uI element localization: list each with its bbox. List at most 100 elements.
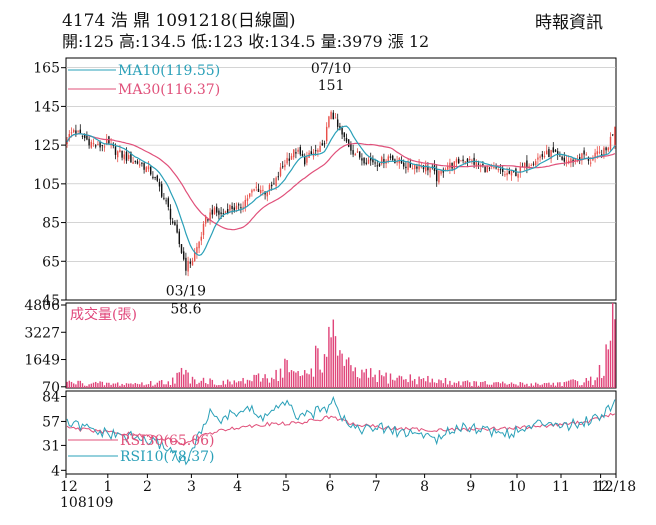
volume-bar [297,371,299,388]
volume-bar [356,377,359,388]
candle-body [292,149,295,158]
candle-body [147,166,150,170]
candle-body [105,138,108,145]
candle-body [284,164,286,168]
volume-bar [310,368,313,388]
candle-body [466,158,469,163]
volume-bar [486,384,489,388]
volume-bar [204,383,207,388]
candle-body [446,166,449,170]
candle-body [72,130,75,133]
candle-body [484,166,486,173]
price-tick-label: 165 [33,61,60,77]
volume-bar [156,382,159,388]
candle-body [191,260,194,266]
volume-bar [614,319,616,388]
volume-bar [176,372,178,388]
volume-bar [576,381,579,388]
volume-bar [319,369,321,388]
candle-body [167,198,170,207]
candle-body [257,188,260,192]
volume-bar [138,384,141,388]
x-tick-label: 3 [187,479,196,495]
volume-bar [506,384,508,388]
chart-title: 4174 浩 鼎 1091218(日線圖) [62,11,296,31]
candle-body [185,257,187,271]
candle-body [279,167,282,176]
candle-body [277,176,280,178]
volume-bar [380,375,383,388]
volume-tick-label: 3227 [24,325,60,341]
volume-bar [585,378,588,388]
volume-bar [235,382,238,388]
candle-body [537,157,539,160]
volume-bar [248,380,251,388]
volume-bar [229,381,231,388]
volume-bar [328,326,330,388]
volume-bar [130,383,132,388]
rsi-legend-label: RSI30(65.06) [120,433,214,449]
candle-body [391,155,394,161]
volume-bar [306,373,308,388]
volume-bar [275,369,277,388]
candle-body [116,151,119,158]
candle-body [499,169,502,171]
volume-title: 成交量(張) [70,306,137,323]
candle-body [231,205,233,210]
candle-body [70,132,73,134]
volume-bar [563,382,566,388]
candle-body [438,171,440,183]
candle-body [464,161,467,164]
volume-bar [88,384,90,388]
candle-body [248,193,251,197]
volume-bar [191,376,194,388]
candle-body [488,167,491,169]
volume-bar [396,377,398,388]
candle-body [303,156,306,165]
volume-bar [79,380,82,388]
quote-summary: 開:125 高:134.5 低:123 收:134.5 量:3979 漲 12 [62,32,430,51]
candle-body [589,162,592,164]
candle-body [132,161,134,164]
candle-body [603,147,605,155]
volume-bar [336,355,339,388]
candle-body [233,207,236,211]
candle-body [614,126,616,146]
volume-bar [501,381,504,388]
volume-bar [400,376,403,388]
volume-bar [515,384,517,388]
volume-bar [497,382,500,388]
price-tick-label: 85 [42,216,60,232]
volume-bar [493,382,495,388]
candle-body [526,160,528,169]
volume-bar [451,384,453,388]
candle-body [334,117,337,119]
candle-body [211,209,214,215]
volume-bar [442,383,445,388]
volume-bar [147,384,150,388]
candle-body [266,192,269,197]
volume-bar [66,381,68,388]
volume-bar [517,385,519,388]
candle-body [174,221,176,226]
candle-body [471,160,473,162]
candle-body [242,206,244,208]
volume-bar [440,380,442,388]
volume-bar [534,382,537,388]
volume-bar [268,382,271,388]
volume-bar [301,375,304,388]
volume-bar [196,384,198,388]
volume-bar [499,383,502,388]
ma30-line [66,133,616,231]
volume-bar [488,384,491,388]
volume-panel-frame [65,302,617,389]
candle-body [341,128,343,135]
candle-body [427,166,429,171]
volume-bar [537,383,539,388]
volume-bar [94,381,97,388]
volume-bar [565,381,568,388]
volume-bar [552,382,555,388]
volume-bar [361,369,363,388]
volume-bar [574,380,577,388]
volume-bar [592,384,594,388]
